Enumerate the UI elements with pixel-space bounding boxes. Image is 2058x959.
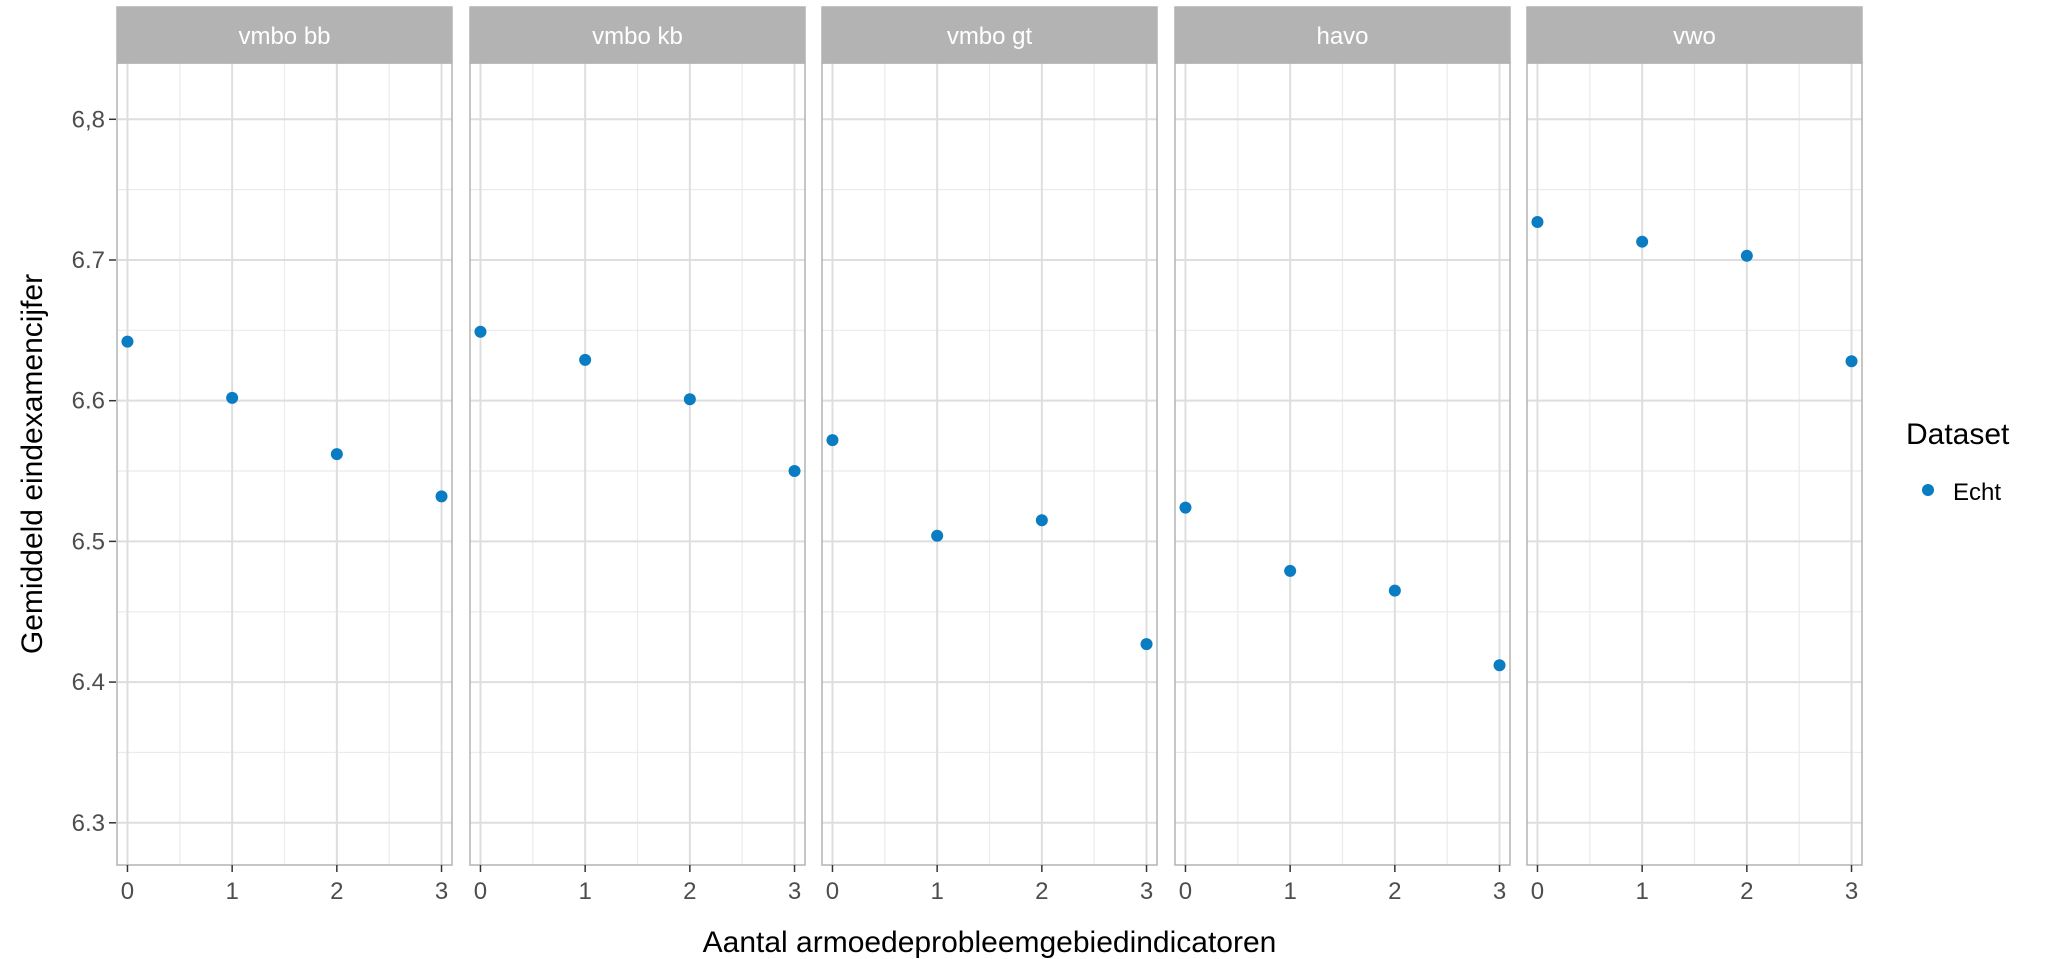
x-tick-label: 3 (1845, 878, 1858, 905)
data-point (474, 325, 487, 338)
facet-panel-vwo: vwo 0 1 2 3 (1526, 6, 1863, 905)
legend: Dataset Echt (1906, 418, 2010, 506)
y-tick-label: 6.7 (72, 247, 105, 274)
facet-strip-label: havo (1316, 23, 1368, 50)
data-point (435, 490, 448, 503)
x-tick-label: 0 (1179, 878, 1192, 905)
x-tick-label: 0 (121, 878, 134, 905)
data-point (1845, 355, 1858, 368)
y-tick-label: 6.3 (72, 810, 105, 837)
facet-strip-label: vmbo kb (592, 23, 683, 50)
facet-strip (469, 6, 806, 64)
x-tick-label: 2 (1740, 878, 1753, 905)
data-point (931, 529, 944, 542)
facet-panel-havo: havo 0 1 2 3 (1174, 6, 1511, 905)
data-point (1493, 659, 1506, 672)
x-tick-label: 1 (1283, 878, 1296, 905)
data-point (1388, 584, 1401, 597)
x-tick-label: 1 (1635, 878, 1648, 905)
data-point (226, 391, 239, 404)
x-tick-label: 0 (474, 878, 487, 905)
x-tick-label: 2 (1388, 878, 1401, 905)
x-axis-title: Aantal armoedeprobleemgebiedindicatoren (703, 926, 1277, 959)
y-tick-label: 6.6 (72, 388, 105, 415)
x-tick-label: 3 (1493, 878, 1506, 905)
data-point (1140, 638, 1153, 651)
facet-strip (116, 6, 453, 64)
facet-strip (1174, 6, 1511, 64)
facet-strip (821, 6, 1158, 64)
facet-strip-label: vwo (1673, 23, 1716, 50)
y-tick-label: 6.5 (72, 528, 105, 555)
x-tick-label: 0 (826, 878, 839, 905)
legend-key-point (1922, 484, 1934, 496)
x-tick-label: 1 (930, 878, 943, 905)
facet-panel-vmbo-bb: vmbo bb 0 1 2 3 (116, 6, 453, 905)
x-tick-label: 2 (330, 878, 343, 905)
facet-panel-vmbo-kb: vmbo kb 0 1 2 3 (469, 6, 806, 905)
data-point (1035, 514, 1048, 527)
x-tick-label: 2 (683, 878, 696, 905)
x-tick-label: 1 (578, 878, 591, 905)
legend-title: Dataset (1906, 418, 2010, 451)
x-tick-label: 2 (1035, 878, 1048, 905)
facet-strip-label: vmbo gt (947, 23, 1033, 50)
x-tick-label: 1 (225, 878, 238, 905)
data-point (1284, 564, 1297, 577)
data-point (1636, 235, 1649, 248)
facet-strip (1526, 6, 1863, 64)
facet-panel-vmbo-gt: vmbo gt 0 1 2 3 (821, 6, 1158, 905)
data-point (683, 393, 696, 406)
x-tick-label: 3 (788, 878, 801, 905)
y-axis-title: Gemiddeld eindexamencijfer (16, 274, 49, 654)
data-point (826, 434, 839, 447)
y-tick-label: 6,8 (72, 106, 105, 133)
data-point (1740, 249, 1753, 262)
data-point (788, 465, 801, 478)
x-tick-label: 3 (435, 878, 448, 905)
data-point (1531, 215, 1544, 228)
y-tick-label: 6.4 (72, 669, 105, 696)
facet-strip-label: vmbo bb (238, 23, 330, 50)
legend-entry-label: Echt (1953, 479, 2001, 506)
data-point (330, 448, 343, 461)
x-tick-label: 0 (1531, 878, 1544, 905)
data-point (1179, 501, 1192, 514)
x-tick-label: 3 (1140, 878, 1153, 905)
data-point (121, 335, 134, 348)
data-point (579, 353, 592, 366)
